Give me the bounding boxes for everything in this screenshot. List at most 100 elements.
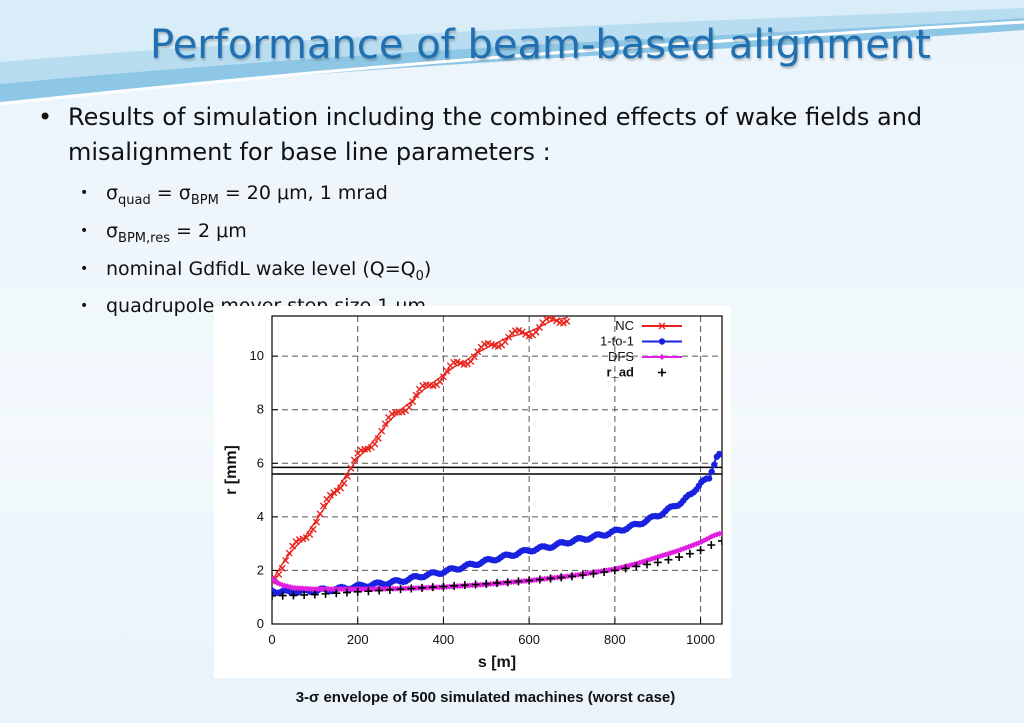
data-point — [405, 403, 413, 411]
text-run: σ — [106, 182, 119, 204]
data-point — [343, 588, 351, 597]
data-point — [412, 391, 420, 399]
legend-label: r_ad — [607, 365, 635, 380]
data-point — [711, 461, 718, 468]
data-point — [319, 502, 327, 510]
beam-alignment-chart: 0 200 400 600 800 1000 0 2 4 6 8 10 s [m] r [mm] NC1-t… — [223, 315, 723, 671]
data-point — [306, 530, 314, 538]
sub-bullet-text: nominal GdfidL wake level (Q=Q0) — [106, 254, 431, 292]
x-tick-label: 800 — [604, 632, 626, 647]
data-point — [289, 542, 297, 550]
data-point — [563, 317, 571, 325]
text-run: ) — [423, 257, 432, 280]
data-point — [337, 484, 345, 492]
data-point — [428, 583, 437, 592]
data-point — [680, 545, 687, 552]
data-point — [693, 540, 700, 547]
legend-marker — [658, 338, 666, 345]
x-tick-label: 400 — [433, 632, 455, 647]
bullet-list: • Results of simulation including the co… — [38, 100, 998, 322]
data-point — [289, 591, 298, 600]
legend-label: NC — [615, 318, 634, 333]
data-point — [316, 510, 324, 518]
data-point — [653, 558, 662, 567]
data-point — [610, 566, 619, 575]
data-point — [272, 591, 276, 600]
data-point — [662, 551, 669, 558]
y-tick-label: 8 — [257, 402, 264, 417]
data-point — [643, 560, 651, 569]
x-tick-label: 200 — [347, 632, 369, 647]
data-point — [340, 479, 348, 487]
sub-bullet-text: σquad = σBPM = 20 μm, 1 mrad — [106, 178, 388, 216]
data-point — [532, 328, 540, 336]
data-point — [493, 579, 501, 588]
data-point — [407, 584, 416, 593]
data-point — [418, 583, 426, 592]
data-point — [589, 569, 598, 578]
data-point — [350, 456, 358, 464]
data-point — [657, 553, 664, 560]
data-point — [443, 367, 451, 375]
data-point — [287, 583, 293, 590]
legend-label: DFS — [608, 349, 634, 364]
data-point — [685, 549, 694, 558]
data-point — [330, 489, 338, 497]
data-point — [549, 316, 557, 322]
data-point — [695, 539, 702, 546]
data-point — [578, 570, 587, 579]
series-dfs — [272, 529, 722, 593]
data-point — [546, 574, 555, 583]
legend-marker — [659, 354, 665, 360]
subscript-text: quad — [118, 192, 151, 208]
data-point — [535, 575, 544, 584]
series-r-ad — [272, 536, 722, 600]
data-point — [276, 580, 283, 587]
data-point — [568, 572, 576, 581]
text-run: = 20 μm, 1 mrad — [218, 182, 388, 204]
data-point — [474, 348, 482, 356]
data-point — [705, 475, 713, 482]
data-point — [718, 451, 722, 458]
data-point — [644, 557, 651, 564]
data-point — [343, 472, 351, 480]
data-point — [654, 554, 661, 561]
data-point — [641, 558, 648, 565]
data-point — [713, 531, 720, 538]
data-point — [439, 373, 447, 381]
data-point — [374, 434, 382, 442]
data-point — [707, 540, 716, 549]
data-point — [600, 568, 609, 577]
data-point — [310, 590, 319, 599]
series-line — [272, 316, 568, 582]
data-point — [375, 586, 384, 595]
data-point — [690, 541, 697, 548]
data-point — [632, 562, 641, 571]
main-bullet-text: Results of simulation including the comb… — [68, 103, 923, 166]
bullet-dot-icon: • — [80, 298, 89, 315]
data-point — [285, 549, 293, 557]
y-tick-label: 2 — [257, 562, 264, 577]
data-point — [364, 587, 373, 596]
x-tick-label: 600 — [518, 632, 540, 647]
data-point — [292, 538, 300, 546]
data-point — [282, 557, 290, 565]
data-point — [279, 581, 286, 588]
data-point — [559, 319, 567, 327]
data-point — [719, 529, 722, 536]
data-point — [450, 581, 459, 590]
text-run: = 2 μm — [169, 219, 247, 242]
data-point — [470, 353, 478, 361]
header-swoosh-decoration — [0, 0, 1024, 106]
x-tick-label: 1000 — [686, 632, 715, 647]
data-point — [278, 591, 287, 600]
subscript-text: BPM — [190, 192, 219, 208]
data-point — [409, 398, 417, 406]
bullet-dot-icon: • — [80, 185, 89, 201]
legend-marker — [658, 368, 666, 377]
y-tick-label: 4 — [257, 509, 264, 524]
bullet-dot-icon: • — [38, 103, 53, 131]
text-run: nominal GdfidL wake level (Q=Q — [106, 257, 416, 280]
legend-label: 1-to-1 — [600, 334, 634, 349]
sub-bullet-item: • nominal GdfidL wake level (Q=Q0) — [80, 254, 998, 292]
